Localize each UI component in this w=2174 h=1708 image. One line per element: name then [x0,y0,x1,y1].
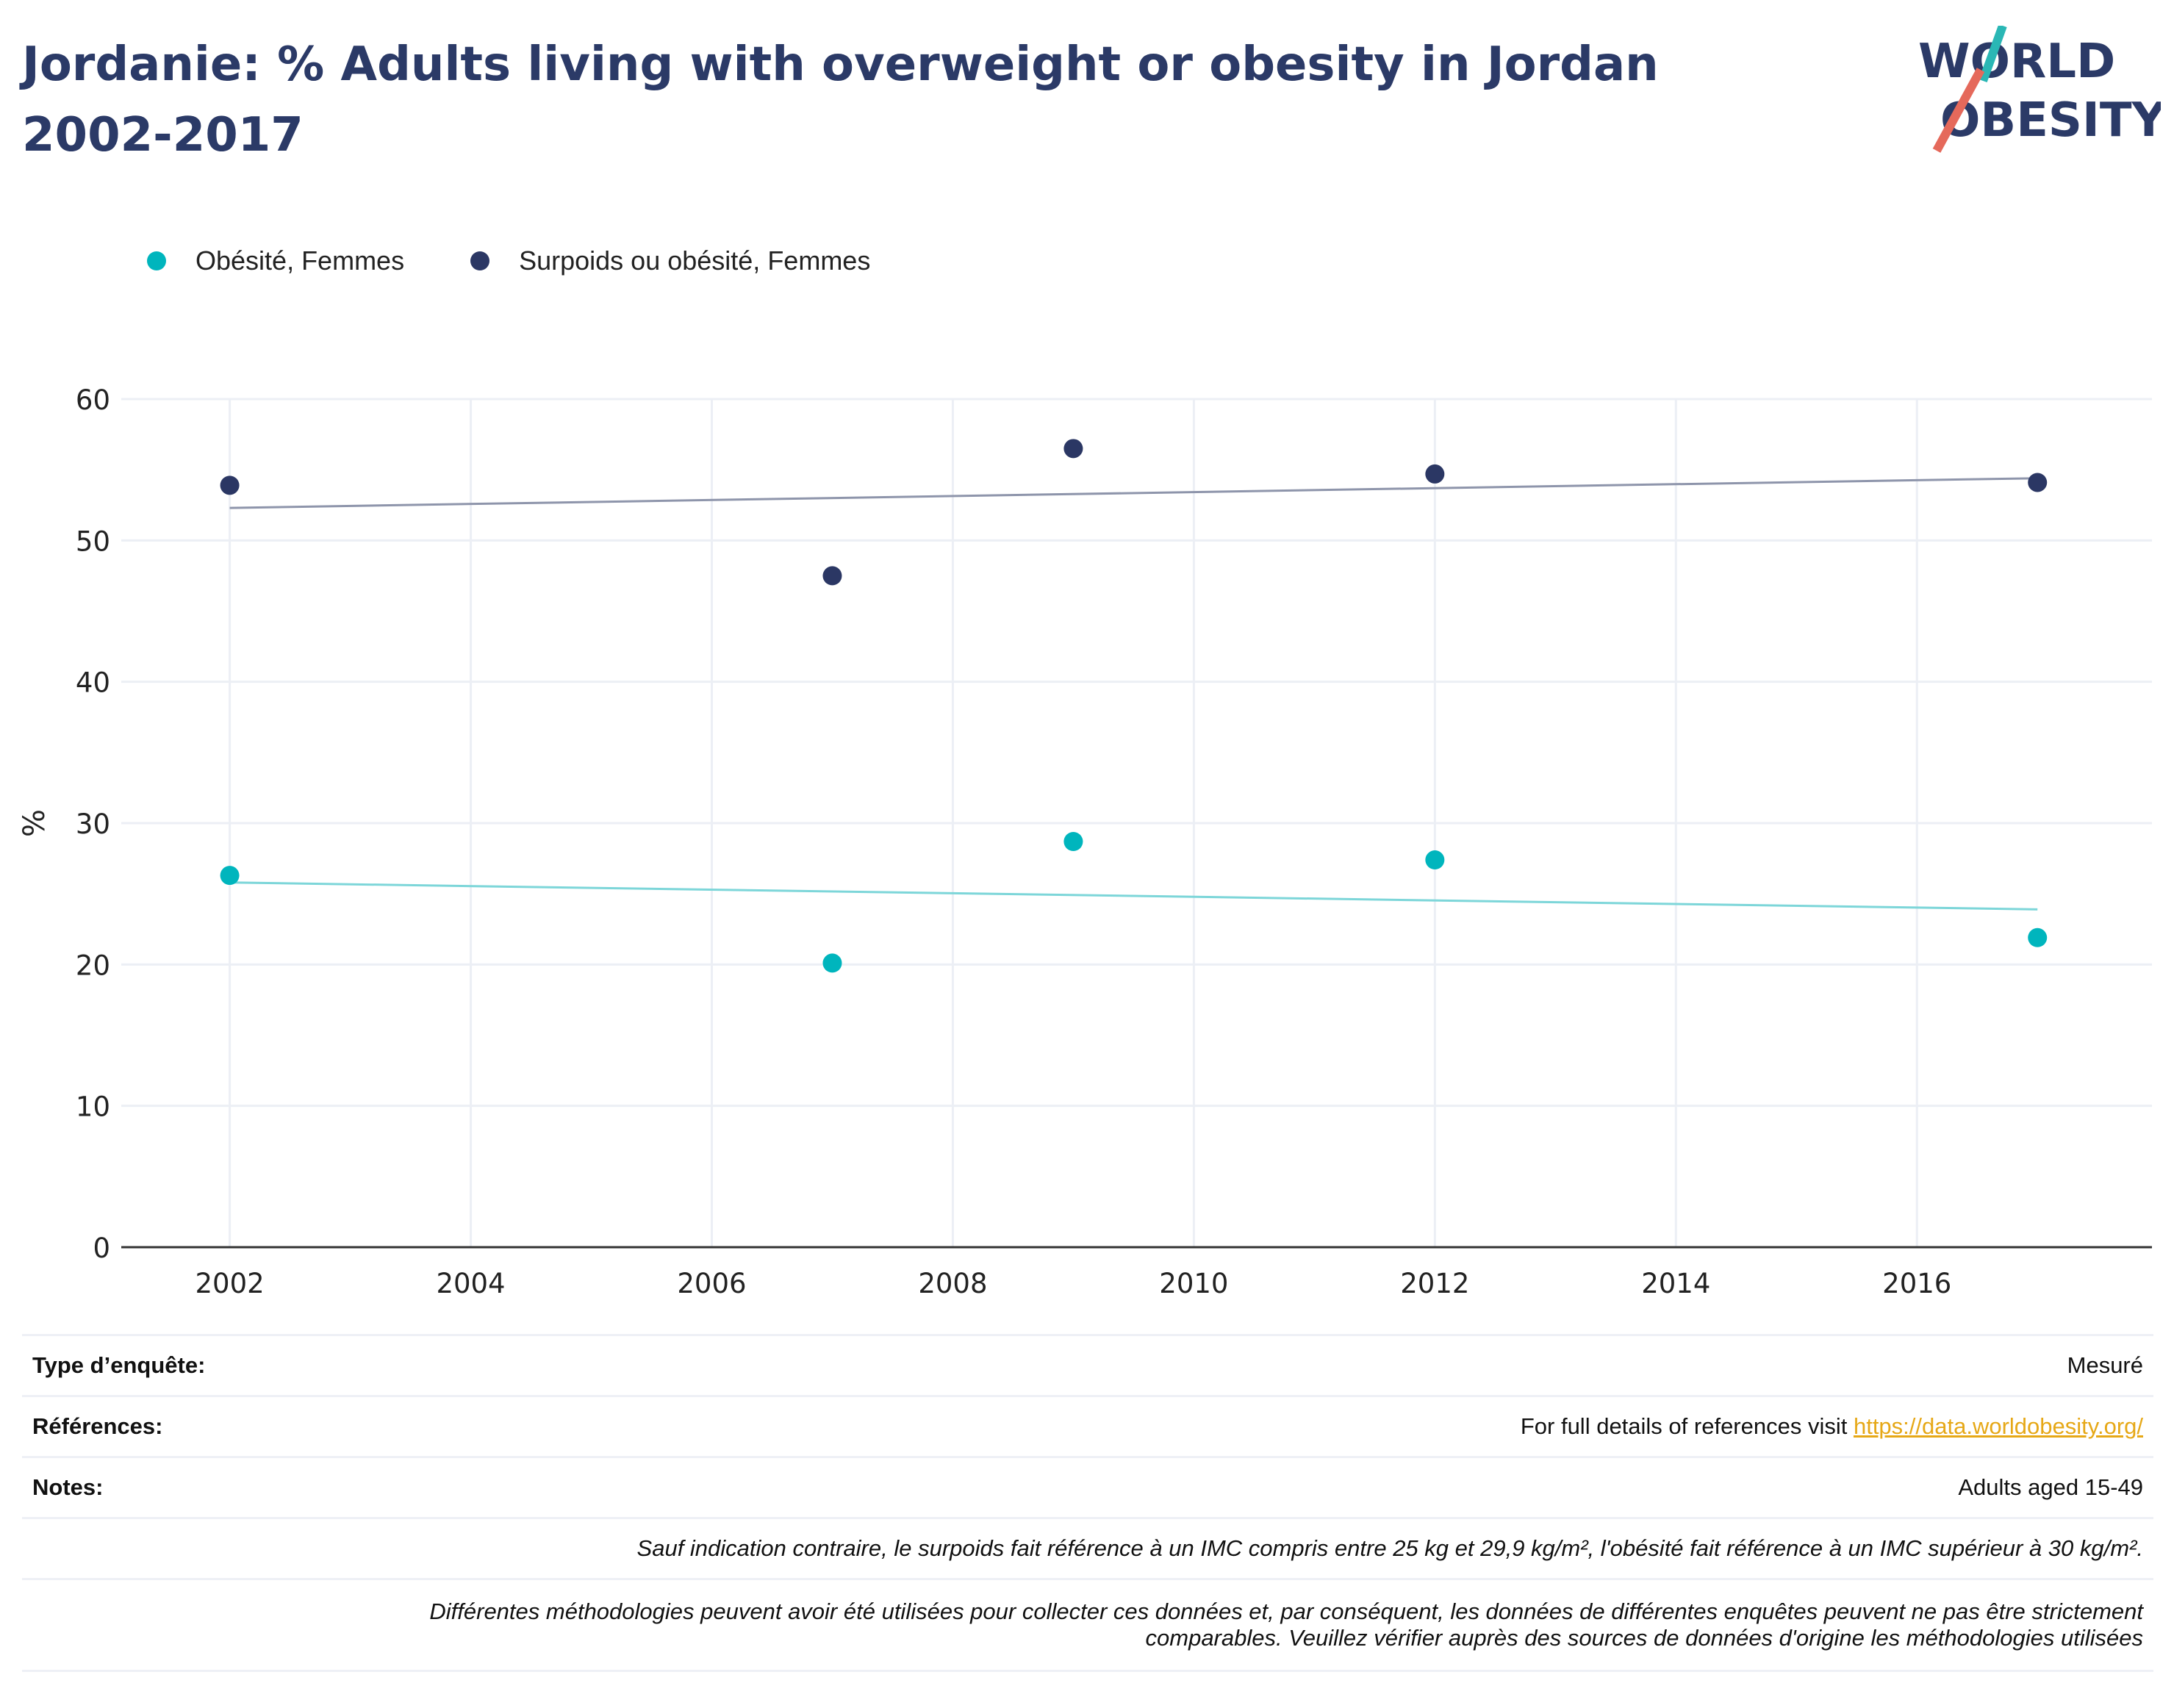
trend-line-overweight [229,477,2038,509]
x-tick-label: 2012 [1400,1268,1469,1299]
notes-row: Notes: Adults aged 15-49 [22,1456,2153,1517]
y-tick-label: 50 [76,525,110,557]
legend-item-overweight[interactable]: Surpoids ou obésité, Femmes [470,245,870,276]
data-point-overweight [2028,473,2048,492]
logo-slash-red [1932,68,1985,153]
y-tick-label: 0 [93,1232,110,1264]
data-point-obesity [822,953,842,973]
x-tick-label: 2006 [677,1268,746,1299]
grid-lines [121,398,2152,1247]
legend-label-overweight: Surpoids ou obésité, Femmes [519,245,871,276]
x-tick-label: 2002 [195,1268,264,1299]
data-point-obesity [2028,927,2048,947]
methods-note-line-1: Différentes méthodologies peuvent avoir … [429,1598,2143,1624]
legend-label-obesity: Obésité, Femmes [195,245,405,276]
info-table: Type d’enquête: Mesuré Références: For f… [22,1334,2153,1672]
x-tick-label: 2010 [1159,1268,1228,1299]
x-axis-tick-labels: 2002 2004 2006 2008 2010 2012 2014 2016 [195,1268,1951,1299]
legend-item-obesity[interactable]: Obésité, Femmes [147,245,404,276]
legend: Obésité, Femmes Surpoids ou obésité, Fem… [147,243,936,279]
trend-line-obesity [229,881,2038,911]
logo-slash-teal [1979,26,2007,83]
y-tick-label: 60 [76,384,110,416]
references-text: For full details of references visit [1520,1413,1854,1439]
data-point-overweight [220,476,240,495]
data-points [220,439,2048,973]
methods-note-line-2: comparables. Veuillez vérifier auprès de… [1145,1625,2143,1651]
data-point-overweight [1425,464,1445,484]
x-tick-label: 2014 [1641,1268,1710,1299]
legend-marker-obesity [147,251,166,270]
legend-marker-overweight [470,251,490,270]
y-tick-label: 20 [76,950,110,981]
x-tick-label: 2004 [436,1268,505,1299]
references-link[interactable]: https://data.worldobesity.org/ [1853,1413,2143,1439]
bmi-note: Sauf indication contraire, le surpoids f… [636,1535,2143,1561]
survey-type-value: Mesuré [2067,1352,2143,1378]
references-label: Références: [32,1413,163,1439]
y-tick-label: 40 [76,667,110,699]
notes-label: Notes: [32,1474,104,1500]
data-point-obesity [220,866,240,886]
y-tick-label: 30 [76,808,110,840]
notes-value: Adults aged 15-49 [1958,1474,2143,1500]
logo-line-obesity: OBESITY [1940,93,2161,148]
x-tick-label: 2016 [1882,1268,1951,1299]
logo-line-world: WORLD [1918,35,2115,89]
methods-note-row: Différentes méthodologies peuvent avoir … [22,1578,2153,1670]
data-point-obesity [1425,850,1445,870]
y-tick-label: 10 [76,1091,110,1123]
references-value: For full details of references visit htt… [1521,1413,2143,1440]
table-bottom-border [22,1670,2153,1672]
bmi-note-row: Sauf indication contraire, le surpoids f… [22,1517,2153,1578]
data-point-overweight [822,566,842,586]
trend-lines [229,477,2038,911]
survey-type-label: Type d’enquête: [32,1352,206,1378]
data-point-overweight [1063,439,1083,459]
y-axis-label: % [18,809,51,837]
references-row: Références: For full details of referenc… [22,1395,2153,1456]
x-tick-label: 2008 [918,1268,987,1299]
data-point-obesity [1063,832,1083,852]
survey-type-row: Type d’enquête: Mesuré [22,1334,2153,1395]
y-axis-tick-labels: 0 10 20 30 40 50 60 [76,384,110,1264]
chart-title: Jordanie: % Adults living with overweigh… [22,37,1659,162]
world-obesity-logo: WORLD OBESITY [1918,26,2161,153]
